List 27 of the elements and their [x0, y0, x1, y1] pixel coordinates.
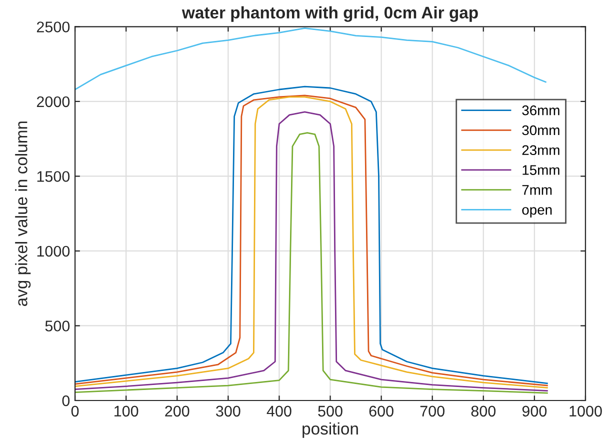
legend-label: open	[522, 207, 552, 218]
x-tick-label: 0	[71, 406, 79, 417]
x-tick-label: 200	[165, 406, 190, 417]
y-tick-label: 500	[45, 320, 70, 332]
y-axis-title: avg pixel value in column	[15, 122, 31, 306]
x-tick-label: 900	[522, 406, 547, 417]
x-tick-label: 1000	[570, 406, 602, 417]
y-tick-label: 1000	[37, 246, 70, 257]
y-tick-label: 2500	[36, 22, 70, 32]
x-tick-label: 600	[369, 406, 394, 417]
x-tick-label: 500	[318, 406, 342, 417]
line-series	[75, 28, 546, 90]
y-tick-label: 0	[62, 395, 70, 406]
legend-label: 15mm	[522, 165, 560, 175]
x-axis-title: position	[302, 422, 358, 438]
x-tick-label: 700	[420, 406, 444, 417]
x-tick-label: 400	[266, 406, 292, 417]
legend-label: 23mm	[522, 145, 560, 156]
legend-label: 7mm	[522, 185, 552, 195]
x-tick-label: 300	[216, 406, 240, 417]
x-tick-label: 800	[471, 406, 496, 417]
legend-label: 30mm	[522, 125, 560, 136]
chart-title: water phantom with grid, 0cm Air gap	[182, 6, 478, 22]
legend-label: 36mm	[522, 105, 560, 116]
x-tick-label: 100	[114, 406, 138, 417]
y-tick-label: 1500	[37, 171, 70, 182]
y-tick-label: 2000	[36, 96, 70, 108]
